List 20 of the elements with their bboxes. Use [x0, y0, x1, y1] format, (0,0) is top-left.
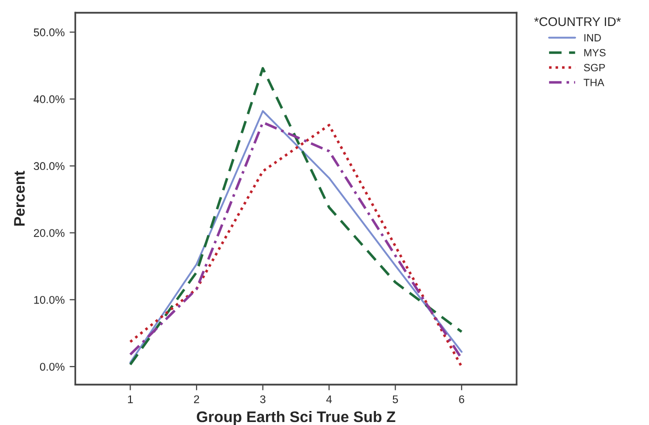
y-axis-title: Percent [14, 170, 25, 226]
y-tick-label: 10.0% [34, 296, 64, 304]
y-tick-label: 30.0% [34, 162, 64, 170]
x-tick-label: 4 [326, 395, 332, 404]
legend-label: THA [584, 78, 604, 86]
x-tick-label: 1 [128, 395, 133, 404]
x-tick-label: 6 [459, 395, 464, 404]
y-tick-label: 0.0% [40, 362, 64, 371]
y-tick-label: 50.0% [34, 28, 64, 36]
x-axis-title: Group Earth Sci True Sub Z [196, 410, 396, 425]
legend-label: MYS [584, 48, 606, 56]
x-tick-label: 3 [260, 395, 266, 404]
x-tick-label: 2 [194, 395, 200, 404]
y-tick-label: 20.0% [34, 229, 64, 237]
x-tick-label: 5 [392, 395, 398, 404]
line-series [129, 67, 463, 366]
y-tick-label: 40.0% [34, 95, 64, 104]
legend-label: SGP [584, 64, 605, 72]
legend-title: *COUNTRY ID* [534, 17, 621, 26]
legend-label: IND [584, 34, 601, 42]
